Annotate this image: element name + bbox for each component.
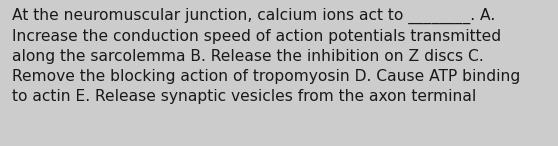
Text: At the neuromuscular junction, calcium ions act to ________. A.
Increase the con: At the neuromuscular junction, calcium i… bbox=[12, 7, 521, 104]
